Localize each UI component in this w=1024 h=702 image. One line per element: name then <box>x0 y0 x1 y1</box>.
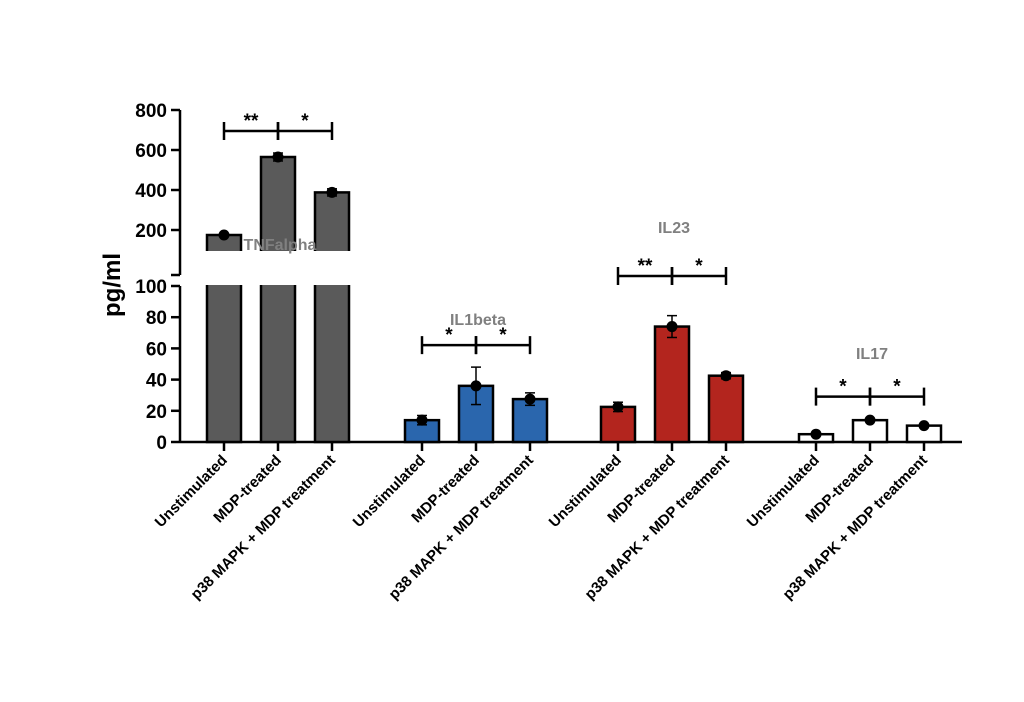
y-tick-label: 100 <box>135 277 167 298</box>
y-tick-label: 200 <box>135 221 167 242</box>
y-tick-label: 400 <box>135 181 167 202</box>
bar <box>259 155 297 444</box>
significance-label: * <box>499 325 507 346</box>
axis-break-gap <box>204 251 244 285</box>
data-point <box>326 186 338 198</box>
data-point <box>218 229 230 241</box>
y-axis-label: pg/ml <box>99 253 126 317</box>
significance-brackets: TNFalpha** *IL1beta* *IL23** *IL17* * <box>222 111 926 406</box>
significance-label: * <box>695 256 703 277</box>
significance-label: * <box>445 325 453 346</box>
axis-break-gap <box>258 251 298 285</box>
bar <box>653 325 691 444</box>
significance-label: * <box>301 111 309 132</box>
y-tick-label: 60 <box>146 339 167 360</box>
data-point <box>524 393 536 405</box>
y-tick-label: 80 <box>146 308 167 329</box>
group-title: IL23 <box>658 220 690 237</box>
significance-label: * <box>893 377 901 398</box>
bars <box>204 151 943 444</box>
data-point <box>272 151 284 163</box>
data-point <box>864 414 876 426</box>
significance-label: * <box>839 377 847 398</box>
data-point <box>666 321 678 333</box>
y-tick-label: 600 <box>135 141 167 162</box>
data-point <box>470 380 482 392</box>
data-point <box>918 420 930 432</box>
axis-break-gap <box>312 251 352 285</box>
y-tick-label: 0 <box>156 433 167 454</box>
y-tick-label: 800 <box>135 101 167 122</box>
data-point <box>810 428 822 440</box>
bar <box>707 374 745 444</box>
y-tick-label: 40 <box>146 371 167 392</box>
data-point <box>416 414 428 426</box>
significance-label: ** <box>638 256 653 277</box>
bar <box>599 405 637 444</box>
group-title: IL17 <box>856 346 888 363</box>
significance-label: ** <box>244 111 259 132</box>
data-point <box>612 401 624 413</box>
data-point <box>720 370 732 382</box>
bar <box>313 191 351 444</box>
group-title: IL1beta <box>450 312 506 329</box>
group-title: TNFalpha <box>244 237 317 254</box>
y-tick-label: 20 <box>146 402 167 423</box>
